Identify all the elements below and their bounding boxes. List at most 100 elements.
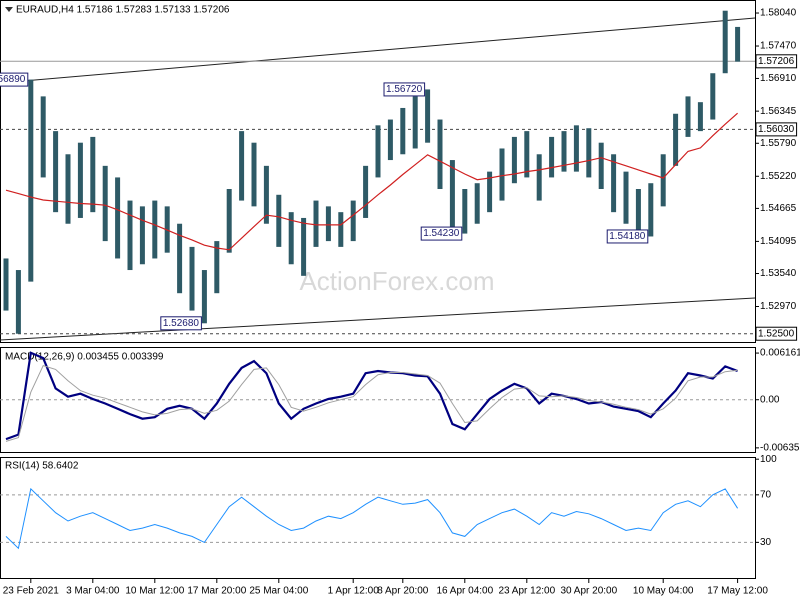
price-bar [189, 246, 195, 311]
price-bar [487, 171, 493, 213]
x-tick-label: 25 Mar 04:00 [249, 586, 308, 597]
last-price-label-box [755, 54, 798, 69]
channel-line [0, 297, 756, 341]
price-annotation-box [383, 82, 426, 97]
y-tick-label: 1.56910 [760, 73, 797, 84]
level-label-text: 1.52500 [758, 328, 795, 339]
price-annotation: 1.52680 [160, 316, 202, 331]
price-annotation: 1.54180 [606, 229, 649, 244]
indicator-line [5, 487, 739, 550]
price-bar [735, 26, 741, 62]
price-annotation-box [420, 226, 463, 241]
price-bar [288, 212, 294, 265]
menu-icon [5, 7, 13, 12]
price-bar [561, 131, 567, 172]
price-annotation-box [606, 229, 649, 244]
level-label: 1.56030 [755, 122, 798, 137]
price-bar [338, 212, 344, 247]
price-bar [623, 171, 629, 224]
y-tick-label: 1.55790 [760, 138, 797, 149]
main-panel [0, 0, 756, 343]
price-bar [635, 189, 641, 230]
level-label-text: 1.56030 [758, 124, 795, 135]
y-tick-label: 1.52970 [760, 301, 797, 312]
price-bar [549, 136, 555, 178]
level-label-box [755, 122, 798, 137]
price-bar [53, 131, 59, 213]
x-tick-label: 23 Feb 2021 [3, 586, 60, 597]
price-bar [251, 142, 257, 207]
price-annotation-text: 1.54230 [423, 228, 460, 239]
price-bar [598, 142, 604, 190]
price-bar [437, 119, 443, 190]
x-tick-label: 17 May 12:00 [707, 586, 768, 597]
x-tick-label: 30 Apr 20:00 [560, 586, 617, 597]
rsi-panel [0, 457, 756, 579]
price-bar [177, 223, 183, 294]
price-bar [722, 10, 728, 74]
price-bar [387, 119, 393, 161]
price-bar [412, 96, 418, 149]
price-annotation-box [160, 316, 202, 331]
chart-title: EURAUD,H4 1.57186 1.57283 1.57133 1.5720… [16, 5, 230, 16]
indicator-line [5, 351, 738, 441]
price-bar [375, 125, 381, 178]
y-tick-label: 1.53540 [760, 268, 797, 279]
x-tick-label: 10 Mar 12:00 [125, 586, 184, 597]
price-bar [77, 142, 83, 218]
price-bar [425, 89, 431, 143]
macd-title: MACD(12,26,9) 0.003455 0.003399 [5, 352, 164, 363]
price-bar [462, 189, 468, 234]
price-bar [586, 128, 592, 178]
price-annotation-text: 1.54180 [609, 231, 646, 242]
y-tick-label: 100 [760, 454, 777, 465]
moving-average [5, 112, 738, 251]
y-tick-label: 70 [760, 489, 772, 500]
y-tick-label: 1.57470 [760, 41, 797, 52]
price-bar [536, 154, 542, 201]
price-bar [573, 125, 579, 172]
x-tick-label: 17 Mar 20:00 [187, 586, 246, 597]
level-label-box [755, 326, 798, 341]
price-bar [40, 96, 46, 178]
price-bar [65, 154, 71, 224]
price-bar [28, 79, 34, 282]
price-bar [276, 194, 282, 247]
x-tick-label: 23 Apr 12:00 [498, 586, 555, 597]
price-bar [127, 200, 133, 271]
price-bar [524, 131, 530, 178]
price-annotation: 1.56890 [0, 72, 29, 87]
watermark: ActionForex.com [299, 266, 494, 296]
price-bar [3, 258, 9, 311]
price-bar [226, 189, 232, 253]
last-price-label: 1.57206 [755, 54, 798, 69]
price-bar [115, 177, 121, 259]
price-bar [474, 183, 480, 224]
price-annotation-text: 1.56720 [386, 84, 423, 95]
price-bar [611, 154, 617, 213]
y-tick-label: 0.00 [760, 394, 780, 405]
price-bar [511, 136, 517, 184]
price-bar [90, 136, 96, 213]
y-tick-label: 1.54095 [760, 236, 797, 247]
y-tick-label: 1.58040 [760, 8, 797, 19]
price-bar [499, 148, 505, 201]
price-bar [325, 206, 331, 242]
price-bar [685, 96, 691, 137]
price-bar [363, 165, 369, 218]
price-bar [102, 165, 108, 242]
price-bar [152, 200, 158, 259]
x-tick-label: 8 Apr 20:00 [377, 586, 429, 597]
x-tick-label: 1 Apr 12:00 [328, 586, 380, 597]
price-annotation-text: 1.52680 [163, 318, 200, 329]
price-bar [350, 200, 356, 242]
level-label: 1.52500 [755, 326, 798, 341]
price-annotation: 1.56720 [383, 82, 426, 97]
price-bar [301, 217, 307, 276]
price-bar [400, 107, 406, 155]
x-tick-label: 10 May 04:00 [633, 586, 694, 597]
price-bar [449, 160, 455, 230]
y-tick-label: 1.55220 [760, 171, 797, 182]
price-bar [648, 183, 654, 237]
